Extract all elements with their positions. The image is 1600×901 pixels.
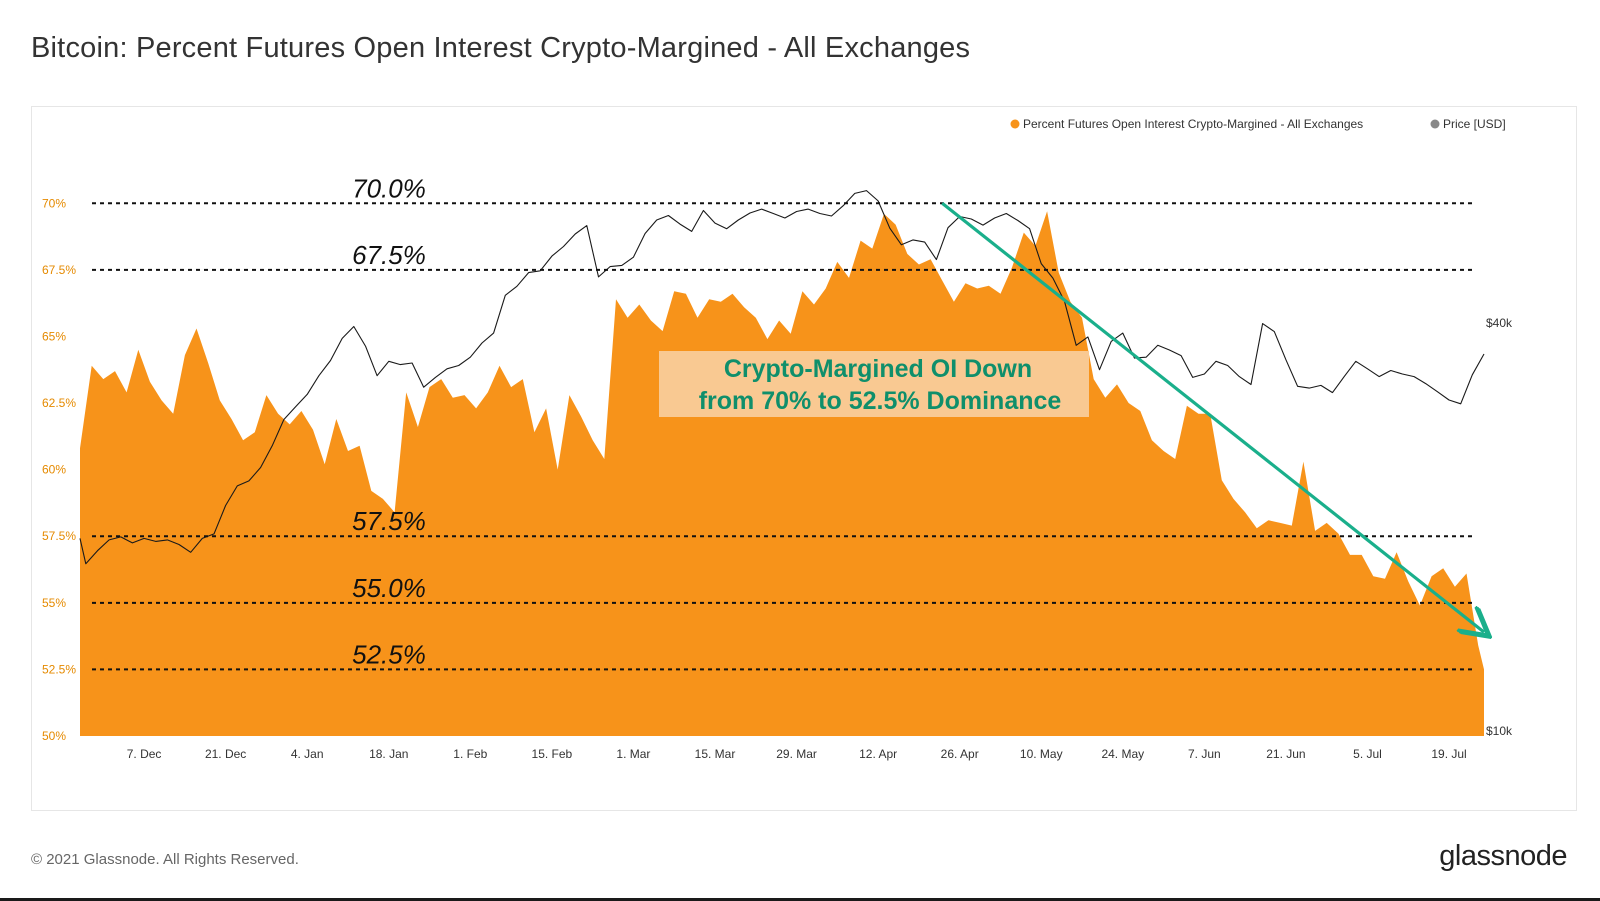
- legend-label-oi: Percent Futures Open Interest Crypto-Mar…: [1023, 117, 1363, 131]
- legend-dot-price: [1430, 119, 1440, 129]
- reference-line-label: 70.0%: [352, 173, 426, 203]
- y-tick-label: 65%: [42, 329, 66, 343]
- x-tick-label: 21. Dec: [205, 747, 246, 761]
- y-tick-label: 52.5%: [42, 662, 76, 676]
- y-tick-label: 57.5%: [42, 529, 76, 543]
- x-tick-label: 7. Dec: [127, 747, 162, 761]
- y-tick-label: 55%: [42, 596, 66, 610]
- chart-frame: [31, 106, 1577, 811]
- reference-line-label: 57.5%: [352, 506, 426, 536]
- x-tick-label: 19. Jul: [1431, 747, 1466, 761]
- x-tick-label: 1. Feb: [453, 747, 487, 761]
- y-tick-label: 70%: [42, 196, 66, 210]
- x-tick-label: 29. Mar: [776, 747, 817, 761]
- x-tick-label: 15. Mar: [695, 747, 736, 761]
- x-tick-label: 10. May: [1020, 747, 1063, 761]
- annotation-line-2: from 70% to 52.5% Dominance: [699, 387, 1062, 415]
- price-line-series: [79, 190, 1485, 565]
- x-tick-label: 15. Feb: [532, 747, 573, 761]
- x-tick-label: 24. May: [1101, 747, 1144, 761]
- trend-arrow: [941, 202, 1484, 632]
- bottom-divider: [0, 898, 1600, 901]
- x-tick-label: 7. Jun: [1188, 747, 1221, 761]
- page-title: Bitcoin: Percent Futures Open Interest C…: [31, 32, 971, 64]
- reference-line-label: 52.5%: [352, 639, 426, 669]
- x-tick-label: 21. Jun: [1266, 747, 1305, 761]
- reference-line-label: 55.0%: [352, 573, 426, 603]
- oi-area-series: [80, 211, 1484, 737]
- y-tick-label: 67.5%: [42, 263, 76, 277]
- annotation-box: [659, 351, 1089, 417]
- x-tick-label: 18. Jan: [369, 747, 408, 761]
- y-tick-label: 60%: [42, 463, 66, 477]
- legend-dot-oi: [1010, 119, 1020, 129]
- y-right-tick-label: $10k: [1486, 724, 1513, 738]
- glassnode-logo: glassnode: [1439, 840, 1567, 872]
- x-tick-label: 1. Mar: [616, 747, 650, 761]
- x-tick-label: 26. Apr: [941, 747, 979, 761]
- legend-label-price: Price [USD]: [1443, 117, 1506, 131]
- x-tick-label: 5. Jul: [1353, 747, 1382, 761]
- x-tick-label: 4. Jan: [291, 747, 324, 761]
- annotation-line-1: Crypto-Margined OI Down: [724, 355, 1032, 383]
- x-tick-label: 12. Apr: [859, 747, 897, 761]
- y-tick-label: 62.5%: [42, 396, 76, 410]
- reference-line-label: 67.5%: [352, 240, 426, 270]
- y-right-tick-label: $40k: [1486, 316, 1513, 330]
- y-tick-label: 50%: [42, 729, 66, 743]
- copyright: © 2021 Glassnode. All Rights Reserved.: [31, 851, 299, 868]
